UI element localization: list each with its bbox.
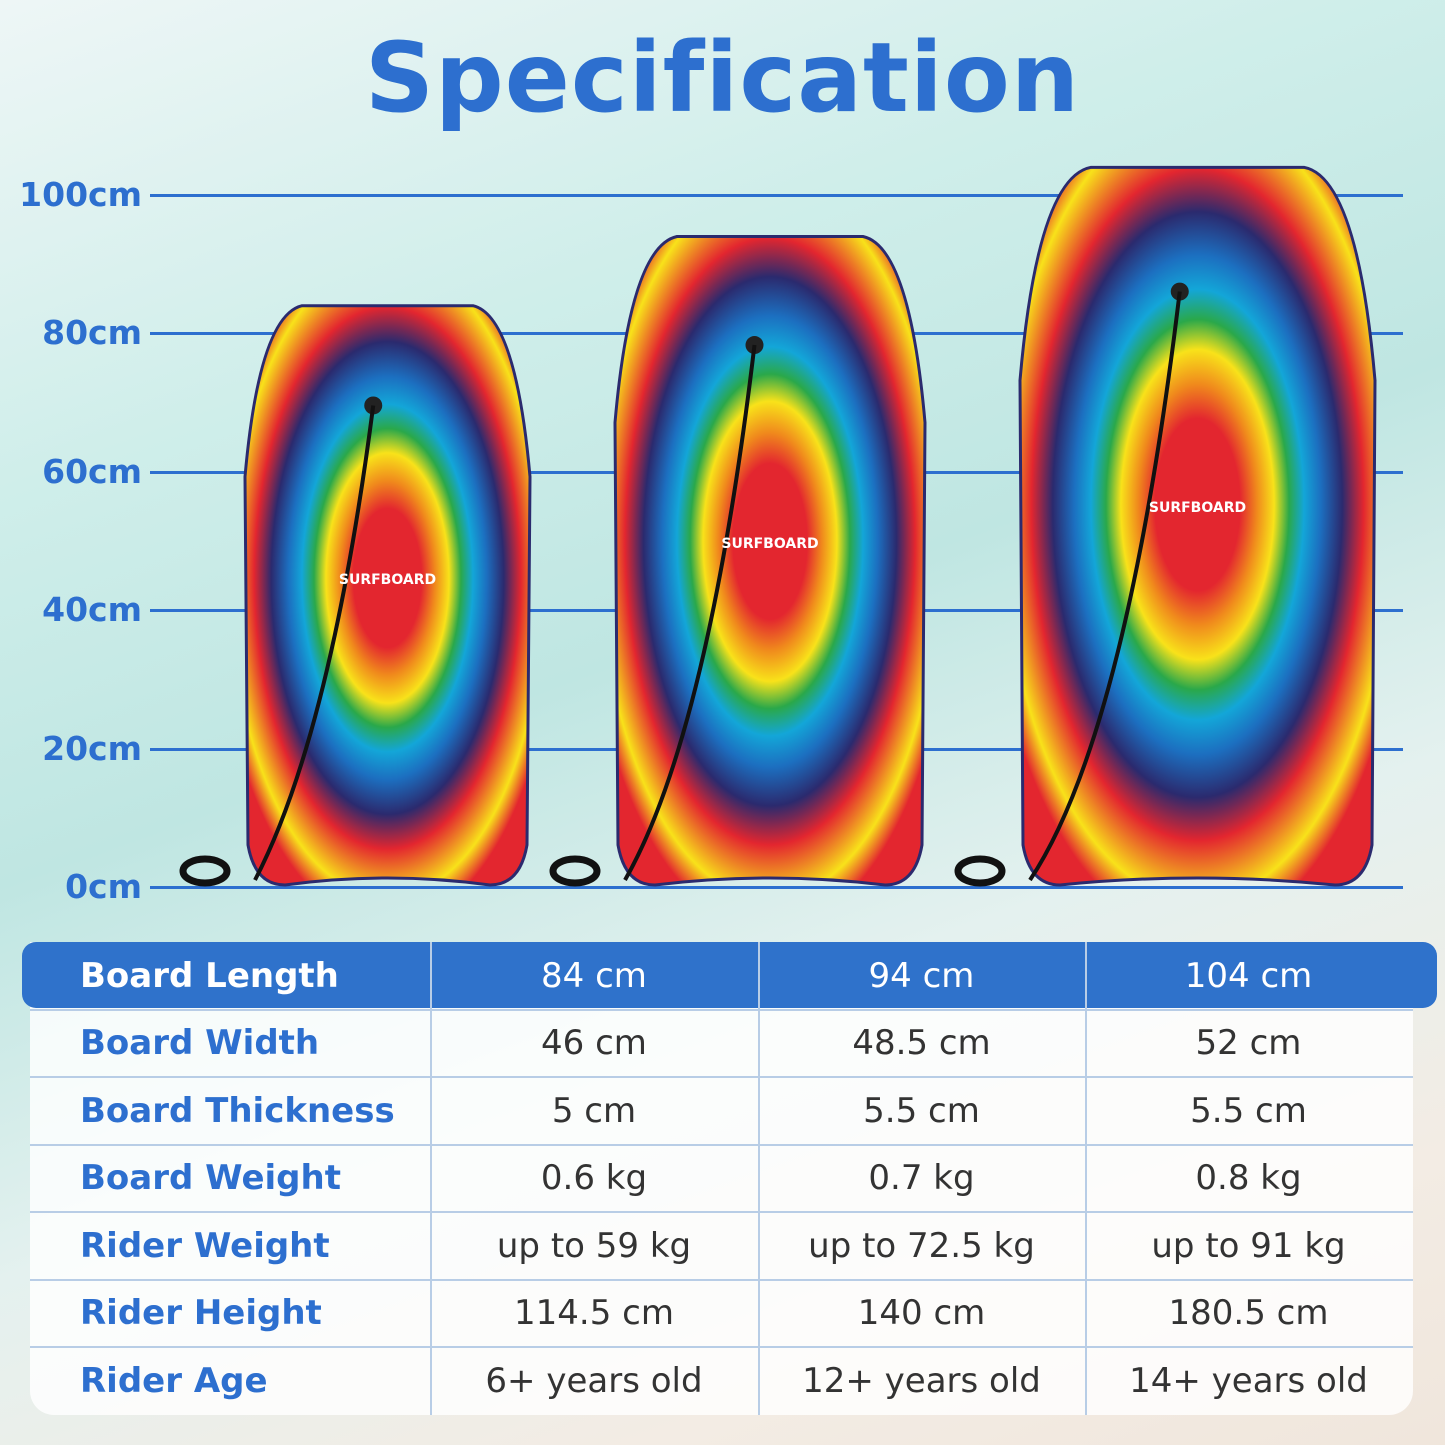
column-divider [430,942,432,1415]
leash-cord [623,344,757,881]
spec-cell: 48.5 cm [852,1023,991,1064]
spec-cell: up to 91 kg [1151,1225,1346,1266]
spec-cell: 5.5 cm [1190,1090,1307,1131]
spec-cell: 180.5 cm [1168,1293,1329,1334]
row-divider [30,1211,1413,1213]
bodyboard [243,304,532,887]
spec-cell: 104 cm [1184,955,1313,996]
spec-cell: up to 72.5 kg [808,1225,1035,1266]
spec-cell: 12+ years old [802,1360,1041,1401]
spec-cell: 5 cm [551,1090,637,1131]
scale-tick-label: 0cm [65,867,142,906]
spec-row-label: Board Weight [80,1158,341,1199]
spec-cell: 0.8 kg [1195,1158,1302,1199]
scale-tick-label: 40cm [42,590,142,630]
board-logo: SURFBOARD [339,572,436,588]
column-divider [758,942,760,1415]
scale-tick-label: 100cm [19,175,142,214]
row-divider [30,1143,1413,1146]
bodyboards-illustration: SURFBOARD SURFBOARD SURFBOARD [179,165,1377,887]
scale-tick-label: 20cm [42,728,142,768]
row-divider [30,1008,1413,1011]
spec-cell: 5.5 cm [863,1090,980,1131]
spec-cell: 84 cm [541,955,647,996]
scale-tick-label: 80cm [42,313,142,353]
scale-tick-label: 60cm [42,451,142,491]
page-title: Specification [364,22,1081,134]
spec-table-header [22,942,1437,1008]
spec-row-label: Board Width [80,1023,320,1064]
leash-cord [253,405,376,881]
spec-cell: 140 cm [857,1293,986,1334]
spec-row-label: Board Thickness [80,1090,395,1131]
spec-cell: 46 cm [541,1023,647,1064]
spec-table [30,942,1413,1415]
spec-row-label: Rider Age [80,1360,268,1401]
wrist-strap-icon [954,855,1006,887]
spec-cell: 94 cm [868,955,975,996]
spec-cell: 52 cm [1195,1023,1302,1064]
scale-gridline [150,886,1403,889]
row-divider [30,1076,1413,1078]
row-divider [30,1346,1413,1348]
spec-cell: 0.6 kg [540,1158,648,1199]
spec-cell: 14+ years old [1129,1360,1368,1401]
column-divider [1085,942,1087,1415]
wrist-strap-icon [549,855,601,887]
spec-row-label: Board Length [80,955,339,996]
leash-cord [1028,291,1182,882]
scale-gridline [150,194,1403,197]
spec-row-label: Rider Weight [80,1225,330,1266]
bodyboard [1018,165,1377,887]
wrist-strap-icon [179,855,231,887]
board-logo: SURFBOARD [721,536,818,552]
bodyboard [613,235,927,887]
spec-row-label: Rider Height [80,1293,322,1334]
spec-cell: 0.7 kg [868,1158,975,1199]
spec-cell: up to 59 kg [496,1225,692,1266]
spec-cell: 6+ years old [485,1360,703,1401]
spec-cell: 114.5 cm [514,1293,674,1334]
row-divider [30,1278,1413,1281]
board-logo: SURFBOARD [1149,500,1246,516]
